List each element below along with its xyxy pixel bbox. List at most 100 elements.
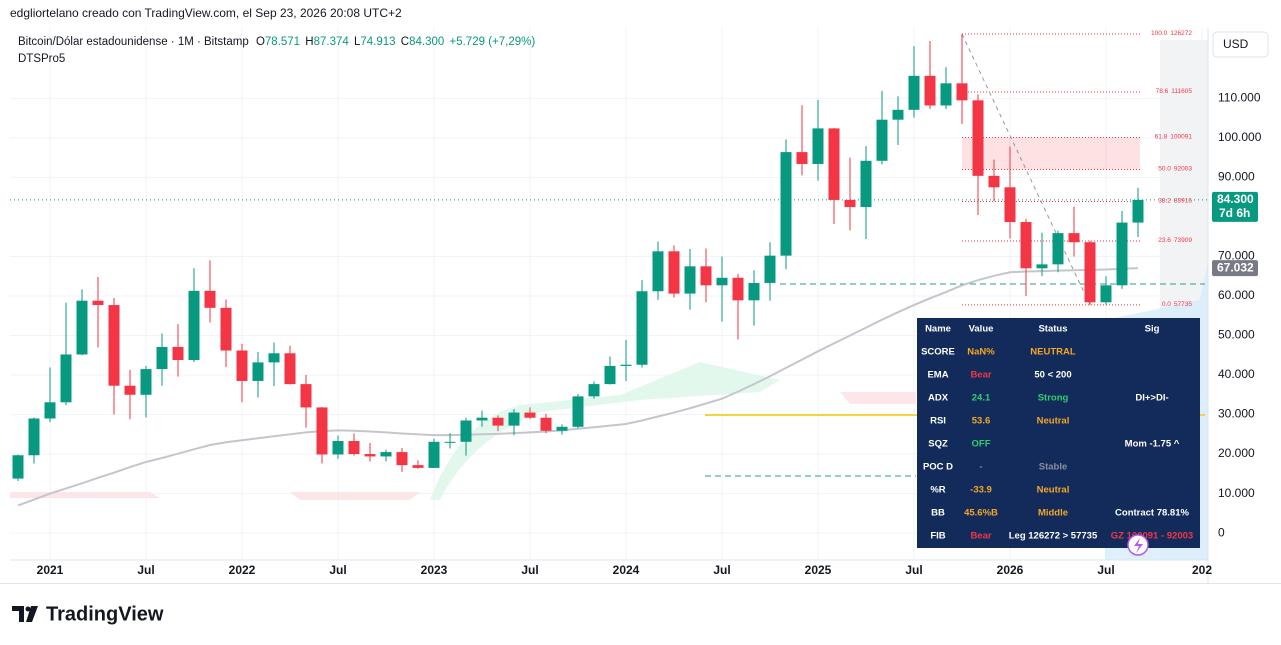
- candle-body: [1052, 233, 1064, 265]
- candle-body: [428, 441, 440, 468]
- table-cell: 53.6: [972, 416, 991, 427]
- logo: TradingView: [12, 603, 164, 625]
- candle-body: [284, 353, 296, 385]
- fib-leg: [961, 33, 1091, 306]
- currency[interactable]: USD: [1223, 37, 1249, 51]
- x-tick-label: Jul: [329, 563, 346, 577]
- table-cell: Bear: [970, 531, 991, 542]
- ohlc-value: 84.300: [409, 36, 444, 48]
- fib-price: 111605: [1171, 88, 1192, 95]
- fib-level: 78.6: [1156, 88, 1169, 95]
- candle-body: [1068, 233, 1080, 243]
- candle-body: [1004, 187, 1016, 223]
- candle-body: [540, 417, 552, 431]
- ohlc-value: 87.374: [314, 36, 350, 48]
- attribution: edgliortelano creado con TradingView.com…: [10, 6, 402, 20]
- candle-body: [828, 128, 840, 200]
- table-cell: %R: [930, 485, 945, 496]
- fib-level: 0.0: [1162, 301, 1171, 308]
- candle-body: [924, 75, 936, 106]
- table-background: [917, 318, 1200, 548]
- fib-price: 73909: [1174, 237, 1192, 244]
- currency-button[interactable]: [1212, 31, 1269, 58]
- last-price: 84.300: [1217, 192, 1254, 206]
- fib-level: 50.0: [1158, 165, 1171, 172]
- countdown: 7d 6h: [1219, 206, 1250, 220]
- logo-mark: [12, 606, 24, 622]
- y-tick-label: 20.000: [1218, 446, 1255, 460]
- candle-body: [748, 282, 760, 301]
- candle-body: [620, 364, 632, 366]
- candle-body: [188, 290, 200, 361]
- fib-price: 100091: [1170, 133, 1192, 140]
- table-cell: POC D: [923, 462, 953, 473]
- status-table: Name Value Status Sig SCORE NaN% NEUTRAL EMA Bea…: [917, 318, 1200, 548]
- candle-body: [956, 83, 968, 101]
- x-tick-label: Jul: [1097, 563, 1114, 577]
- table-cell: 50 < 200: [1034, 370, 1071, 381]
- fib-label: 50.0 92003: [1158, 165, 1192, 172]
- candle-body: [220, 307, 232, 351]
- candle-body: [364, 454, 376, 457]
- candle-body: [1084, 242, 1096, 303]
- table-cell: Neutral: [1037, 416, 1070, 427]
- candle-body: [12, 455, 24, 479]
- ohlc-value: 74.913: [360, 36, 395, 48]
- candle-body: [796, 152, 808, 164]
- candle-body: [268, 353, 280, 363]
- candle-body: [348, 441, 360, 455]
- fib-label: 38.2 83916: [1158, 197, 1192, 204]
- candle-body: [412, 465, 424, 468]
- y-tick-label: 40.000: [1218, 367, 1255, 381]
- table-cell: SCORE: [921, 347, 955, 358]
- candle-body: [764, 255, 776, 283]
- table-cell: NaN%: [967, 347, 995, 358]
- table-cell: Middle: [1038, 508, 1068, 519]
- fib-level: 23.6: [1158, 237, 1171, 244]
- table-cell: RSI: [930, 416, 946, 427]
- moving-average: [17, 267, 1139, 507]
- table-cell: NEUTRAL: [1030, 347, 1076, 358]
- logo-mark: [26, 606, 38, 622]
- candle-body: [300, 384, 312, 408]
- candle-body: [940, 83, 952, 106]
- table-cell: FIB: [930, 531, 945, 542]
- table-cell: BB: [931, 508, 945, 519]
- logo-text: TradingView: [46, 603, 164, 625]
- table-cell: EMA: [927, 370, 948, 381]
- candle-body: [92, 300, 104, 306]
- candle-body: [700, 266, 712, 286]
- grid: [10, 28, 1208, 560]
- separator: [0, 583, 1281, 584]
- table-cell: 45.6%B: [964, 508, 998, 519]
- candle-body: [204, 290, 216, 308]
- candle-body: [252, 362, 264, 381]
- ma-badge: [1212, 260, 1258, 277]
- table-cell: 24.1: [972, 393, 991, 404]
- ohlc-key: C: [401, 36, 409, 48]
- candle-body: [28, 418, 40, 456]
- candle-body: [588, 384, 600, 397]
- candle-body: [508, 412, 520, 426]
- table-cell: Contract 78.81%: [1115, 508, 1189, 519]
- table-cell: Strong: [1038, 393, 1069, 404]
- table-header: Status: [1038, 324, 1067, 335]
- fib-level: 61.8: [1155, 133, 1168, 140]
- fib-price: 92003: [1174, 165, 1192, 172]
- candle-body: [572, 396, 584, 427]
- candle-body: [236, 350, 248, 381]
- y-tick-label: 30.000: [1218, 407, 1255, 421]
- candle-body: [1132, 199, 1144, 223]
- ohlc-key: O: [256, 36, 265, 48]
- candle-body: [732, 277, 744, 301]
- table-cell: GZ 100091 - 92003: [1111, 531, 1193, 542]
- candle-body: [1100, 285, 1112, 303]
- candle-body: [156, 346, 168, 370]
- x-tick-label: Jul: [905, 563, 922, 577]
- table-cell: Stable: [1039, 462, 1068, 473]
- logo-mark: [25, 606, 31, 612]
- candle-body: [316, 407, 328, 455]
- candle-body: [172, 346, 184, 361]
- table-header: Name: [925, 324, 951, 335]
